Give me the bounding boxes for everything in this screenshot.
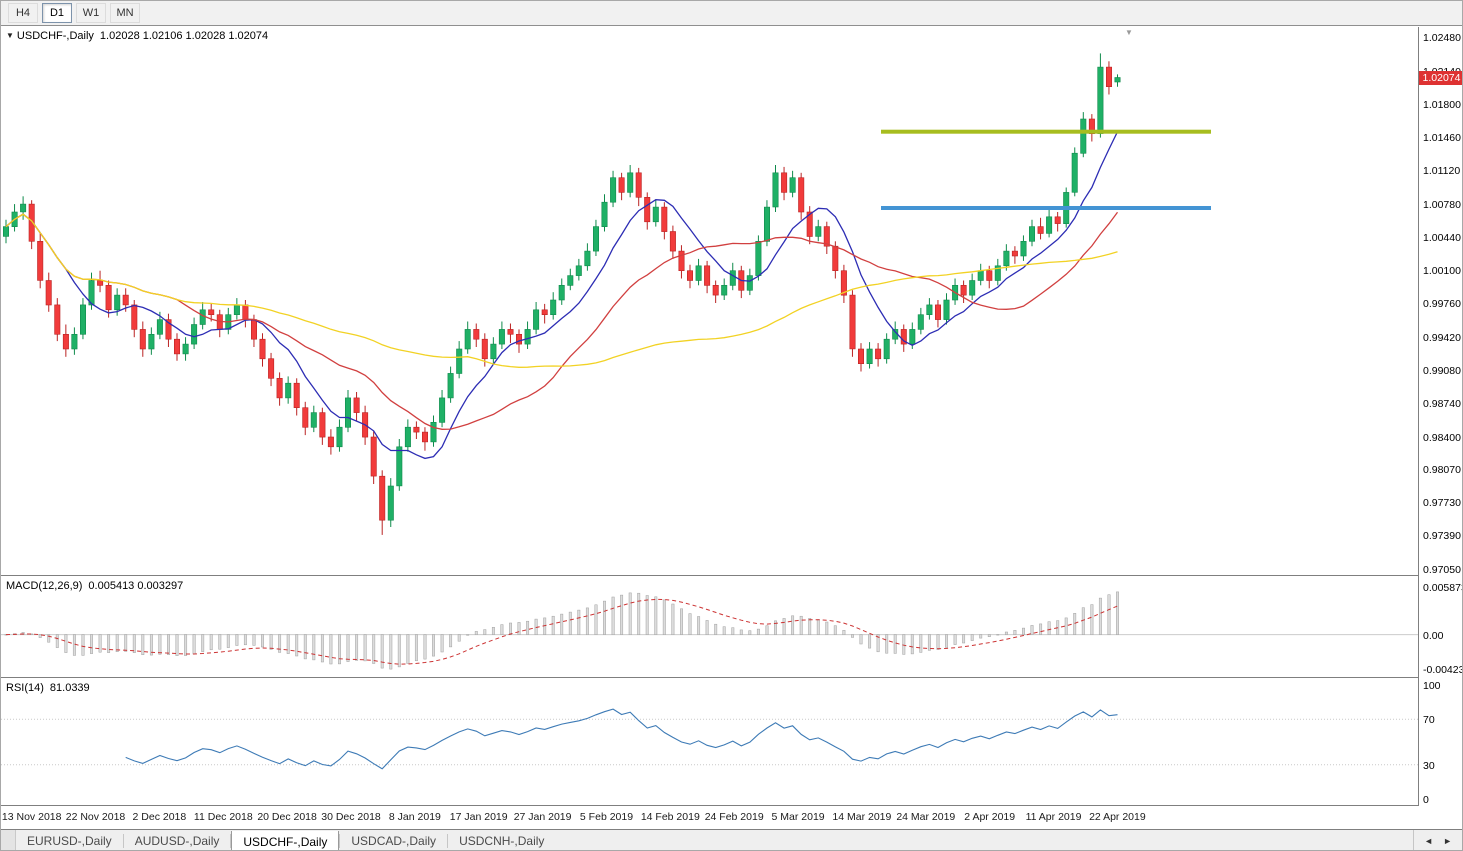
tabs-scroll-right-icon[interactable]: ► <box>1443 836 1452 846</box>
price-tick: 0.98740 <box>1423 398 1461 411</box>
price-tick: 1.00100 <box>1423 265 1461 278</box>
rsi-label: RSI(14) <box>6 682 44 694</box>
date-label: 24 Feb 2019 <box>704 811 764 823</box>
date-label: 30 Dec 2018 <box>321 811 381 823</box>
rsi-scale-label: 30 <box>1423 759 1435 772</box>
date-label: 24 Mar 2019 <box>896 811 956 823</box>
tab-eurusd-daily[interactable]: EURUSD-,Daily <box>16 830 123 850</box>
price-tick: 1.00440 <box>1423 231 1461 244</box>
date-label: 27 Jan 2019 <box>513 811 572 823</box>
tab-separator <box>122 834 124 848</box>
tab-usdcnh-daily[interactable]: USDCNH-,Daily <box>448 830 555 850</box>
timeframe-d1-button[interactable]: D1 <box>42 3 72 23</box>
time-axis[interactable]: 13 Nov 2018 22 Nov 2018 2 Dec 2018 11 Dec 2… <box>1 806 1418 829</box>
tab-separator <box>447 834 449 848</box>
tab-label: EURUSD-,Daily <box>27 834 112 848</box>
price-tick: 0.97050 <box>1423 563 1461 576</box>
rsi-panel[interactable] <box>1 679 1418 805</box>
price-tick: 1.00780 <box>1423 198 1461 211</box>
price-tick: 0.99420 <box>1423 331 1461 344</box>
price-tick: 0.97390 <box>1423 530 1461 543</box>
ohlc-values: 1.02028 1.02106 1.02028 1.02074 <box>99 30 269 42</box>
date-label: 13 Nov 2018 <box>1 811 62 823</box>
date-label: 22 Nov 2018 <box>65 811 126 823</box>
macd-panel[interactable] <box>1 577 1418 677</box>
price-tick: 0.99760 <box>1423 298 1461 311</box>
tabbar-corner-button[interactable] <box>1 830 16 850</box>
price-tick: 1.02480 <box>1423 32 1461 45</box>
timeframe-mn-button[interactable]: MN <box>110 3 140 23</box>
macd-scale-zero: 0.00 <box>1423 629 1444 642</box>
chart-tabbar: EURUSD-,Daily AUDUSD-,Daily USDCHF-,Dail… <box>1 829 1462 850</box>
date-label: 2 Apr 2019 <box>964 811 1016 823</box>
tab-audusd-daily[interactable]: AUDUSD-,Daily <box>124 830 231 850</box>
date-label: 5 Mar 2019 <box>771 811 825 823</box>
date-label: 22 Apr 2019 <box>1089 811 1146 823</box>
macd-scale-max: 0.005873 <box>1423 582 1463 594</box>
date-label: 2 Dec 2018 <box>132 811 187 823</box>
timeframe-toolbar: H4 D1 W1 MN <box>1 1 1462 26</box>
date-label: 20 Dec 2018 <box>257 811 317 823</box>
price-tick: 1.01800 <box>1423 98 1461 111</box>
tab-label: AUDUSD-,Daily <box>134 834 220 848</box>
rsi-scale-label: 100 <box>1423 680 1441 692</box>
price-tick: 1.01120 <box>1423 165 1461 178</box>
date-label: 8 Jan 2019 <box>388 811 441 823</box>
tab-usdchf-daily[interactable]: USDCHF-,Daily <box>231 831 340 850</box>
price-tick: 0.97730 <box>1423 497 1461 510</box>
macd-header: MACD(12,26,9) 0.005413 0.003297 <box>6 580 183 592</box>
rsi-scale-label: 0 <box>1423 794 1429 806</box>
date-label: 11 Apr 2019 <box>1025 811 1082 823</box>
macd-label: MACD(12,26,9) <box>6 580 83 592</box>
chart-symbol-header: ▼ USDCHF-,Daily 1.02028 1.02106 1.02028 1.… <box>6 30 268 42</box>
tab-label: USDCNH-,Daily <box>459 834 545 848</box>
tab-separator <box>339 834 341 848</box>
current-price-badge: 1.02074 <box>1419 70 1462 85</box>
horizontal-line[interactable] <box>881 129 1211 134</box>
tab-label: USDCHF-,Daily <box>243 834 328 849</box>
panel-splitter[interactable] <box>1 805 1462 806</box>
price-tick: 0.98400 <box>1423 431 1461 444</box>
tab-scroll-arrows: ◄ ► <box>1413 830 1462 850</box>
date-label: 14 Feb 2019 <box>640 811 700 823</box>
rsi-header: RSI(14) 81.0339 <box>6 682 90 694</box>
timeframe-w1-button[interactable]: W1 <box>76 3 106 23</box>
price-tick: 0.99080 <box>1423 365 1461 377</box>
tabs-scroll-left-icon[interactable]: ◄ <box>1424 836 1434 846</box>
date-label: 17 Jan 2019 <box>449 811 508 823</box>
date-label: 5 Feb 2019 <box>579 811 634 823</box>
panel-splitter[interactable] <box>1 575 1462 576</box>
timeframe-h4-button[interactable]: H4 <box>8 3 38 23</box>
horizontal-line[interactable] <box>881 206 1211 210</box>
rsi-value: 81.0339 <box>49 682 90 694</box>
macd-scale-min: -0.004238 <box>1423 664 1462 676</box>
panel-splitter[interactable] <box>1 677 1462 678</box>
collapse-triangle-icon[interactable]: ▼ <box>6 31 14 40</box>
price-tick: 0.98070 <box>1423 463 1461 476</box>
date-label: 14 Mar 2019 <box>832 811 892 823</box>
tab-separator <box>230 834 232 848</box>
tab-usdcad-daily[interactable]: USDCAD-,Daily <box>340 830 447 850</box>
price-scale[interactable]: 1.024801.021401.018001.014601.011201.007… <box>1418 27 1463 806</box>
date-label: 11 Dec 2018 <box>193 811 253 823</box>
rsi-scale-label: 70 <box>1423 714 1435 727</box>
price-chart-panel[interactable] <box>1 27 1418 575</box>
chart-shift-marker-icon[interactable]: ▼ <box>1125 28 1133 37</box>
tab-label: USDCAD-,Daily <box>351 834 437 848</box>
price-tick: 1.01460 <box>1423 132 1461 145</box>
macd-values: 0.005413 0.003297 <box>88 580 184 592</box>
symbol-label: USDCHF-,Daily <box>16 30 94 42</box>
